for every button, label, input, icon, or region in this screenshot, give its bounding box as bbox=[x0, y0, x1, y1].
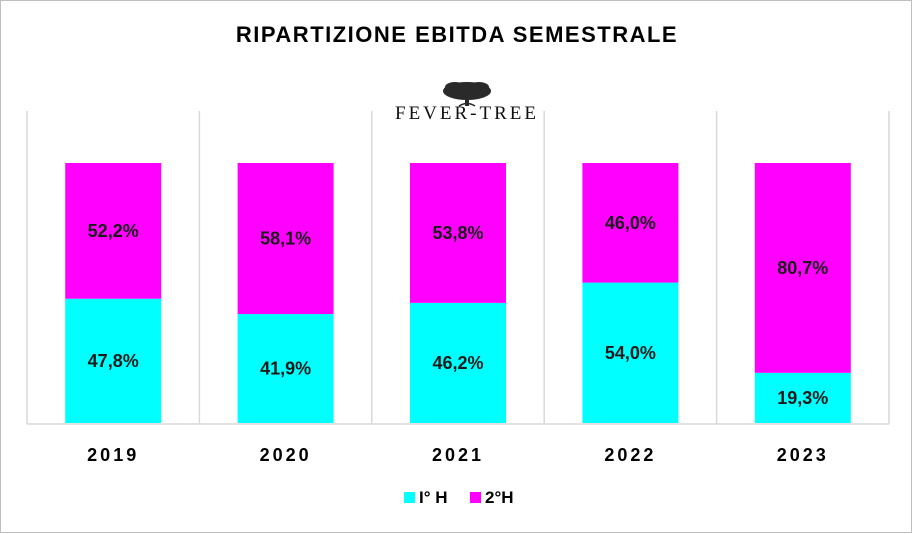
data-label-first-half-2022: 54,0% bbox=[605, 343, 656, 363]
bar-first-half-2020 bbox=[237, 314, 334, 423]
x-tick-label-2020: 2020 bbox=[260, 445, 312, 465]
tree-logo-icon bbox=[443, 82, 491, 107]
legend-swatch-first-half bbox=[404, 492, 415, 503]
data-label-second-half-2019: 52,2% bbox=[88, 221, 139, 241]
bar-first-half-2019 bbox=[65, 298, 162, 423]
bar-second-half-2023 bbox=[754, 163, 851, 373]
bar-second-half-2019 bbox=[65, 163, 162, 299]
legend-label-second-half: 2°H bbox=[485, 488, 514, 507]
category-dividers bbox=[26, 111, 890, 424]
x-tick-label-2023: 2023 bbox=[777, 445, 829, 465]
data-label-first-half-2020: 41,9% bbox=[260, 359, 311, 379]
logo-text: FEVER-TREE bbox=[395, 103, 539, 124]
data-label-second-half-2022: 46,0% bbox=[605, 213, 656, 233]
chart-title: RIPARTIZIONE EBITDA SEMESTRALE bbox=[236, 22, 678, 47]
logo: FEVER-TREE bbox=[395, 82, 539, 124]
x-tick-label-2021: 2021 bbox=[432, 445, 484, 465]
legend: I° H 2°H bbox=[404, 488, 514, 507]
data-label-second-half-2020: 58,1% bbox=[260, 229, 311, 249]
x-tick-labels: 2019 2020 2021 2022 2023 bbox=[87, 445, 829, 465]
bar-first-half-2021 bbox=[410, 302, 506, 423]
data-label-second-half-2021: 53,8% bbox=[432, 223, 483, 243]
data-label-first-half-2023: 19,3% bbox=[777, 388, 828, 408]
bar-first-half-2022 bbox=[582, 282, 679, 423]
legend-swatch-second-half bbox=[470, 492, 481, 503]
legend-label-first-half: I° H bbox=[419, 488, 448, 507]
bar-second-half-2022 bbox=[582, 163, 679, 283]
x-tick-label-2019: 2019 bbox=[87, 445, 139, 465]
data-label-second-half-2023: 80,7% bbox=[777, 258, 828, 278]
bar-second-half-2021 bbox=[410, 163, 506, 303]
data-label-first-half-2021: 46,2% bbox=[432, 353, 483, 373]
data-label-first-half-2019: 47,8% bbox=[88, 351, 139, 371]
bar-first-half-2023 bbox=[754, 372, 851, 423]
bar-second-half-2020 bbox=[237, 163, 334, 315]
x-tick-label-2022: 2022 bbox=[604, 445, 656, 465]
bars-group bbox=[65, 163, 851, 423]
data-labels-group: 47,8% 52,2% 41,9% 58,1% 46,2% 53,8% 54,0% 46,0%… bbox=[88, 213, 829, 408]
